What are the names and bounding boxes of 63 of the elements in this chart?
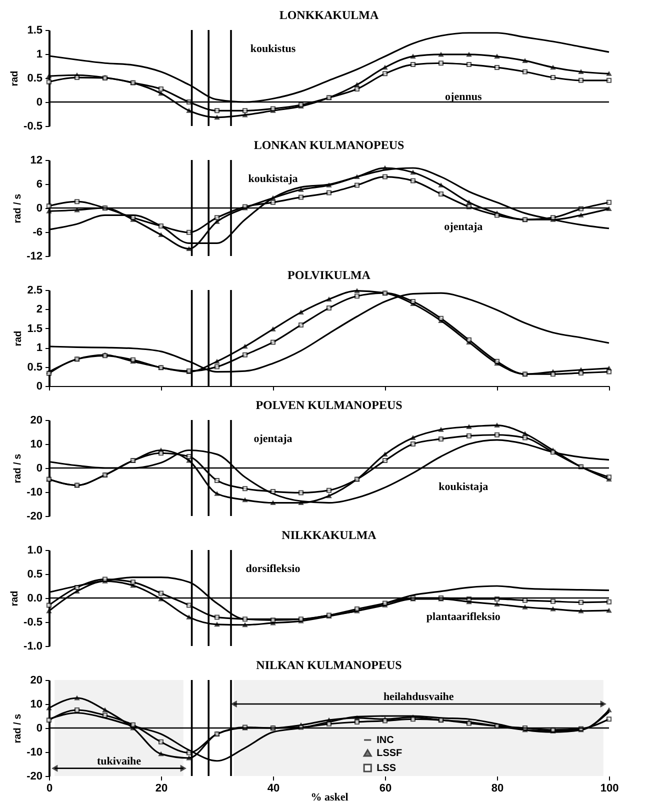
y-tick-label: -20 <box>26 510 42 522</box>
band-label: heilahdusvaihe <box>383 691 454 703</box>
y-tick-label: 1 <box>36 48 42 60</box>
y-tick-label: 0 <box>36 722 42 734</box>
chart-title: NILKAN KULMANOPEUS <box>256 658 402 672</box>
y-tick-label: -6 <box>32 226 42 238</box>
annotation: koukistaja <box>248 173 298 186</box>
band-label: tukivaihe <box>96 755 142 768</box>
annotation: plantaarifleksio <box>426 611 501 624</box>
y-axis-title: rad <box>10 70 21 86</box>
y-tick-label: 1.5 <box>27 322 42 335</box>
legend-label: INC <box>376 735 394 746</box>
y-tick-label: 0.0 <box>27 592 42 604</box>
annotation: ojentaja <box>254 433 293 446</box>
y-tick-label: 0 <box>36 96 42 108</box>
y-tick-label: 10 <box>30 438 42 450</box>
y-tick-label: 0 <box>36 202 42 214</box>
annotation: ojentaja <box>444 221 484 234</box>
x-axis-title: % askel <box>310 792 348 804</box>
x-tick-label: 100 <box>600 782 619 794</box>
legend-label: LSSF <box>376 748 402 759</box>
y-tick-label: -10 <box>26 746 42 758</box>
chart-title: POLVEN KULMANOPEUS <box>256 398 403 412</box>
y-tick-label: -0.5 <box>24 616 42 628</box>
x-tick-label: 40 <box>267 782 280 794</box>
annotation: dorsifleksio <box>246 563 301 576</box>
y-tick-label: 20 <box>30 674 42 686</box>
y-tick-label: 2 <box>36 304 42 316</box>
chart-title: LONKAN KULMANOPEUS <box>254 138 404 152</box>
y-tick-label: 1.0 <box>27 544 42 556</box>
annotation: ojennus <box>445 91 482 104</box>
y-tick-label: 10 <box>30 698 42 710</box>
y-tick-label: -0.5 <box>24 120 42 132</box>
y-tick-label: -12 <box>26 250 42 262</box>
chart-title: POLVIKULMA <box>288 268 371 282</box>
y-axis-title: rad / s <box>12 193 24 224</box>
y-tick-label: -20 <box>26 770 42 782</box>
y-axis-title: rad / s <box>12 713 24 744</box>
y-tick-label: 6 <box>36 178 42 190</box>
y-axis-title: rad <box>13 330 24 346</box>
chart-title: NILKKAKULMA <box>282 528 377 542</box>
y-axis-title: rad / s <box>12 453 24 484</box>
y-tick-label: 20 <box>30 414 42 426</box>
y-tick-label: 0.5 <box>27 72 42 84</box>
y-tick-label: 2.5 <box>27 284 42 296</box>
x-tick-label: 20 <box>155 782 168 794</box>
chart-title: LONKKAKULMA <box>279 8 379 22</box>
y-axis-title: rad <box>10 590 21 606</box>
x-tick-label: 80 <box>491 782 504 794</box>
x-tick-label: 0 <box>46 782 53 794</box>
y-tick-label: 0 <box>36 462 42 474</box>
y-tick-label: 0.5 <box>27 568 42 580</box>
y-tick-label: -10 <box>26 486 42 498</box>
y-tick-label: 1.5 <box>27 24 42 36</box>
y-tick-label: 0.5 <box>27 361 42 374</box>
legend-label: LSS <box>376 763 396 774</box>
y-tick-label: -1.0 <box>24 640 42 652</box>
y-tick-label: 12 <box>30 154 42 166</box>
y-tick-label: 0 <box>36 380 42 392</box>
annotation: koukistus <box>250 43 296 56</box>
annotation: koukistaja <box>438 481 489 494</box>
x-tick-label: 60 <box>379 782 392 794</box>
y-tick-label: 1 <box>36 342 42 354</box>
